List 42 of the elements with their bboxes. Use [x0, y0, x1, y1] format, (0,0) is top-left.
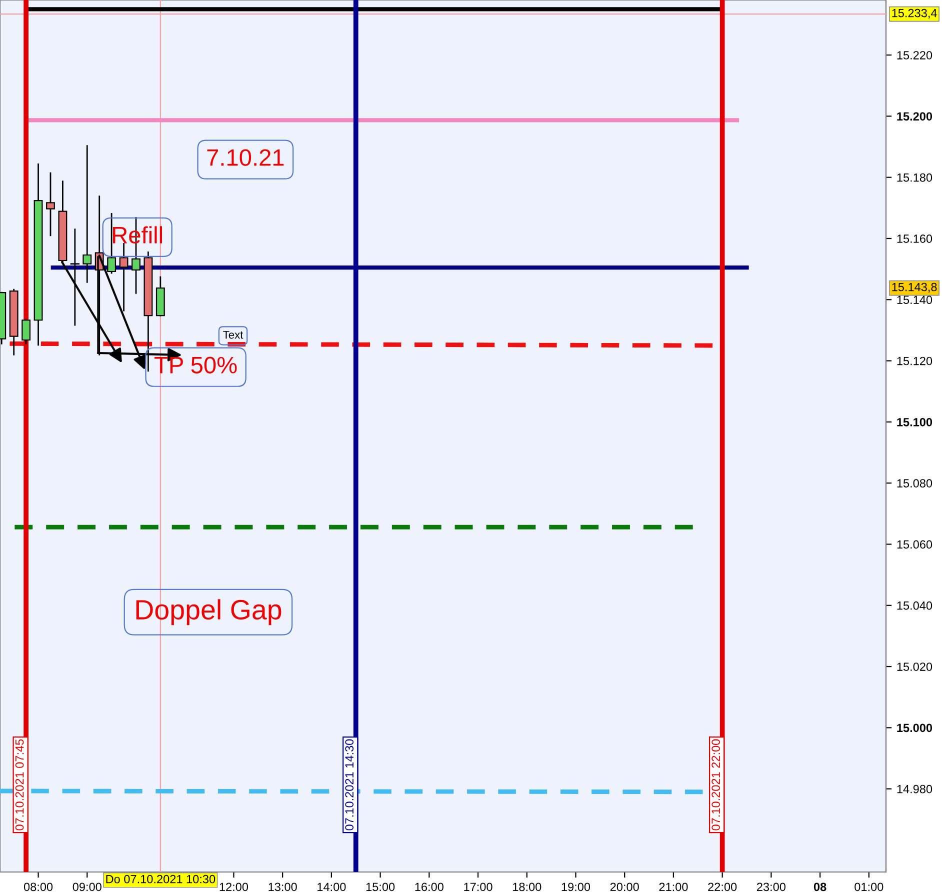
annotation: TP 50% — [154, 356, 237, 374]
y-tick-label: 15.000 — [897, 724, 932, 732]
y-tick-label: 15.160 — [897, 234, 932, 243]
ref-line-label: Do 07.10.2021 10:30 — [106, 874, 216, 884]
y-tick-label: 15.100 — [897, 418, 932, 426]
x-tick-label: 21:00 — [659, 882, 688, 892]
y-tick-label: 15.200 — [897, 112, 932, 121]
y-tick-label: 15.080 — [897, 479, 932, 488]
y-tick-label: 15.140 — [897, 296, 932, 304]
x-tick-label: 23:00 — [757, 882, 786, 892]
annotation: Text — [223, 330, 244, 339]
y-tick-label: 15.020 — [897, 662, 932, 671]
y-tick-label: 15.060 — [897, 540, 932, 549]
y-tick-label: 15.180 — [897, 173, 932, 182]
x-tick-label: 18:00 — [513, 882, 542, 892]
x-tick-label: 16:00 — [415, 882, 444, 892]
x-tick-label: 09:00 — [72, 882, 102, 892]
x-tick-label: 01:00 — [854, 882, 884, 892]
ref-line-label: 07.10.2021 14:30 — [345, 739, 354, 830]
ref-line-label: 07.10.2021 22:00 — [712, 739, 720, 830]
x-tick-label: 22:00 — [708, 882, 737, 892]
candlestick — [82, 145, 92, 283]
y-tick-label: 14.980 — [897, 784, 932, 794]
candlestick — [22, 319, 31, 344]
x-tick-label: 15:00 — [366, 882, 395, 892]
ref-line-label: 15.233,4 — [892, 8, 937, 19]
annotation: Doppel Gap — [136, 599, 282, 626]
y-tick-label: 15.040 — [897, 601, 932, 610]
y-tick-label: 15.220 — [897, 51, 932, 60]
x-tick-label: 13:00 — [268, 882, 297, 892]
x-tick-label: 20:00 — [610, 882, 639, 892]
x-tick-label: 17:00 — [464, 882, 492, 892]
annotation: 7.10.21 — [207, 149, 284, 166]
y-tick-label: 15.120 — [897, 356, 932, 366]
x-tick-label: 14:00 — [318, 882, 346, 892]
x-tick-label: 08 — [814, 882, 826, 892]
x-tick-label: 12:00 — [220, 882, 248, 892]
candlestick — [46, 172, 55, 236]
x-tick-label: 19:00 — [562, 882, 590, 892]
text: 15.143,8 — [892, 282, 937, 293]
x-tick-label: 08:00 — [24, 882, 53, 892]
ref-line-label: 07.10.2021 07:45 — [15, 739, 24, 830]
